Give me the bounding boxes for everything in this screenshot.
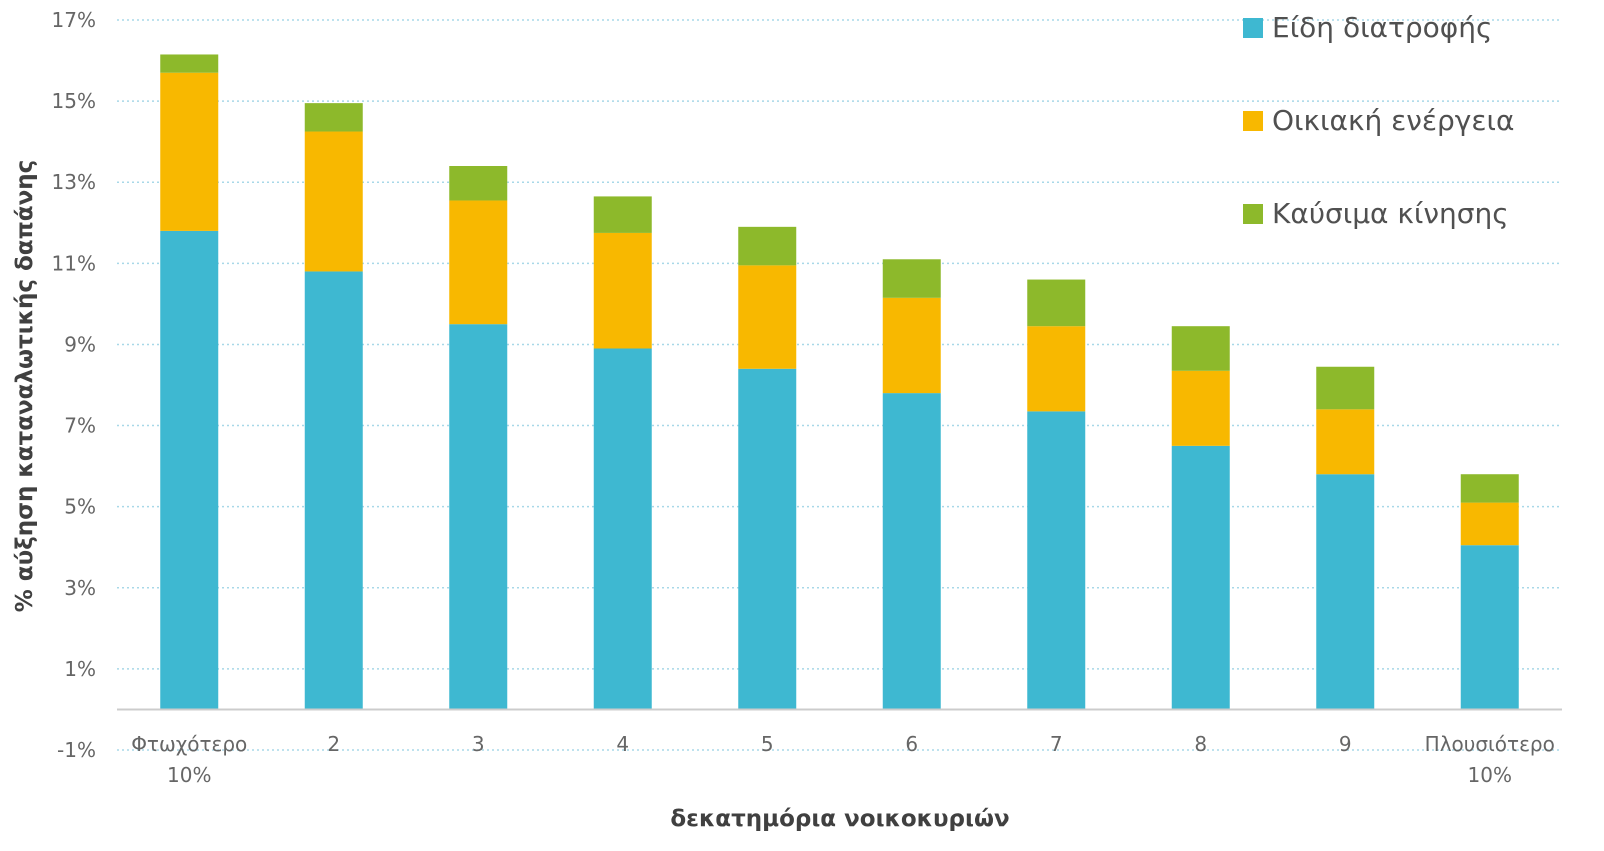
x-tick-label: 9 <box>1339 732 1352 756</box>
bar-segment-food <box>1171 445 1230 710</box>
bar-segment-fuel <box>1171 326 1230 371</box>
legend-label-fuel: Καύσιμα κίνησης <box>1272 197 1509 230</box>
legend-label-energy: Οικιακή ενέργεια <box>1272 104 1514 137</box>
x-axis-ticks: Φτωχότερο 10% 2 3 4 5 6 7 8 9 Πλουσιότερο 10% <box>131 732 1555 787</box>
bar-segment-food <box>160 230 219 710</box>
bar-segment-fuel <box>1460 474 1519 503</box>
y-tick-label: 7% <box>64 414 96 438</box>
legend: Είδη διατροφής Οικιακή ενέργεια Καύσιμα κί… <box>1243 11 1514 230</box>
x-tick-label: 10% <box>167 763 211 787</box>
y-tick-label: 13% <box>52 170 96 194</box>
bar-segment-food <box>1316 474 1375 710</box>
bar-segment-energy <box>882 297 941 394</box>
y-tick-label: 17% <box>52 8 96 32</box>
y-tick-label: 3% <box>64 576 96 600</box>
bar-segment-food <box>593 348 652 710</box>
x-tick-label: 8 <box>1194 732 1207 756</box>
x-tick-label: Πλουσιότερο <box>1425 732 1555 756</box>
bar-segment-food <box>738 368 797 710</box>
bar-segment-energy <box>160 72 219 231</box>
bar-segment-food <box>1027 411 1086 710</box>
y-axis-ticks: -1% 1% 3% 5% 7% 9% 11% 13% 15% 17% <box>52 8 96 762</box>
bar-segment-fuel <box>449 166 508 201</box>
y-tick-label: 5% <box>64 495 96 519</box>
bar-segment-fuel <box>304 103 363 132</box>
y-tick-label: 15% <box>52 89 96 113</box>
bar-segment-fuel <box>882 259 941 298</box>
y-tick-label: 11% <box>52 251 96 275</box>
bar-segment-fuel <box>1027 279 1086 327</box>
bar-segment-energy <box>449 200 508 325</box>
bar-segment-energy <box>1171 370 1230 446</box>
x-tick-label: 4 <box>616 732 629 756</box>
x-tick-label: 7 <box>1050 732 1063 756</box>
x-axis-title: δεκατημόρια νοικοκυριών <box>670 806 1009 832</box>
bar-segment-food <box>882 393 941 710</box>
y-tick-label: -1% <box>57 738 96 762</box>
bar-segment-fuel <box>160 54 219 73</box>
bar-segment-energy <box>304 131 363 272</box>
legend-swatch-fuel <box>1243 204 1263 224</box>
bar-segment-energy <box>738 265 797 369</box>
bar-segment-energy <box>593 232 652 349</box>
bar-segment-food <box>449 324 508 710</box>
bars <box>160 54 1519 710</box>
y-tick-label: 1% <box>64 657 96 681</box>
bar-segment-energy <box>1316 409 1375 475</box>
y-axis-title: % αύξηση καταναλωτικής δαπάνης <box>12 160 38 613</box>
bar-segment-fuel <box>1316 366 1375 410</box>
x-tick-label: Φτωχότερο <box>131 732 247 756</box>
bar-segment-food <box>1460 545 1519 710</box>
x-tick-label: 10% <box>1468 763 1512 787</box>
bar-segment-energy <box>1460 502 1519 546</box>
x-tick-label: 6 <box>905 732 918 756</box>
legend-swatch-food <box>1243 18 1263 38</box>
legend-label-food: Είδη διατροφής <box>1272 11 1492 44</box>
bar-segment-fuel <box>593 196 652 233</box>
y-tick-label: 9% <box>64 332 96 356</box>
bar-segment-energy <box>1027 326 1086 412</box>
legend-swatch-energy <box>1243 111 1263 131</box>
bar-segment-food <box>304 271 363 710</box>
x-tick-label: 5 <box>761 732 774 756</box>
x-tick-label: 2 <box>327 732 340 756</box>
x-tick-label: 3 <box>472 732 485 756</box>
bar-segment-fuel <box>738 226 797 266</box>
